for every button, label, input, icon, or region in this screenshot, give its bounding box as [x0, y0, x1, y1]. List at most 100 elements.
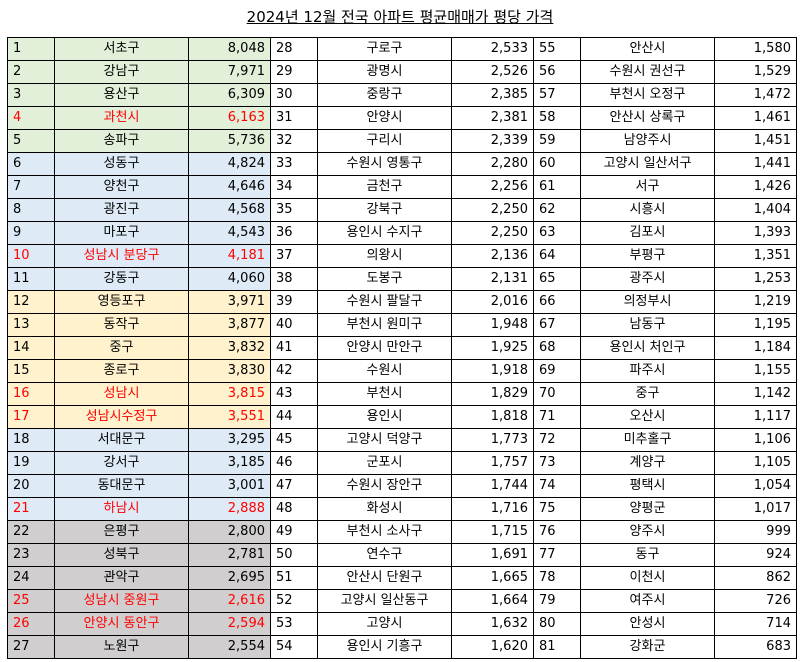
cell-rank: 75 — [533, 497, 581, 521]
cell-rank: 25 — [7, 589, 55, 613]
cell-name: 성남시수정구 — [54, 405, 189, 429]
cell-value: 7,971 — [188, 60, 271, 84]
cell-name: 의정부시 — [580, 290, 715, 314]
cell-rank: 31 — [270, 106, 318, 130]
cell-value: 3,971 — [188, 290, 271, 314]
cell-name: 광주시 — [580, 267, 715, 291]
cell-name: 강남구 — [54, 60, 189, 84]
cell-value: 1,017 — [714, 497, 797, 521]
table-row: 10 성남시 분당구 4,181 37 의왕시 2,136 64 부평구 1,351 — [7, 244, 797, 268]
cell-value: 2,594 — [188, 612, 271, 636]
table-row: 18 서대문구 3,295 45 고양시 덕양구 1,773 72 미추홀구 1,106 — [7, 428, 797, 452]
cell-name: 부천시 원미구 — [317, 313, 452, 337]
cell-value: 726 — [714, 589, 797, 613]
cell-value: 3,551 — [188, 405, 271, 429]
cell-value: 2,250 — [451, 221, 534, 245]
cell-value: 4,646 — [188, 175, 271, 199]
cell-name: 강서구 — [54, 451, 189, 475]
cell-rank: 62 — [533, 198, 581, 222]
cell-name: 과천시 — [54, 106, 189, 130]
table-row: 16 성남시 3,815 43 부천시 1,829 70 중구 1,142 — [7, 382, 797, 406]
cell-value: 2,136 — [451, 244, 534, 268]
cell-name: 고양시 일산동구 — [317, 589, 452, 613]
cell-rank: 69 — [533, 359, 581, 383]
cell-name: 도봉구 — [317, 267, 452, 291]
cell-name: 고양시 덕양구 — [317, 428, 452, 452]
cell-value: 714 — [714, 612, 797, 636]
cell-name: 서초구 — [54, 37, 189, 61]
cell-value: 2,385 — [451, 83, 534, 107]
cell-rank: 55 — [533, 37, 581, 61]
cell-rank: 66 — [533, 290, 581, 314]
cell-rank: 44 — [270, 405, 318, 429]
cell-value: 1,716 — [451, 497, 534, 521]
cell-value: 4,568 — [188, 198, 271, 222]
cell-name: 중구 — [54, 336, 189, 360]
cell-name: 동작구 — [54, 313, 189, 337]
cell-value: 6,163 — [188, 106, 271, 130]
cell-value: 2,131 — [451, 267, 534, 291]
cell-value: 1,451 — [714, 129, 797, 153]
cell-value: 1,404 — [714, 198, 797, 222]
cell-value: 2,533 — [451, 37, 534, 61]
cell-rank: 71 — [533, 405, 581, 429]
cell-name: 성남시 분당구 — [54, 244, 189, 268]
cell-value: 1,715 — [451, 520, 534, 544]
cell-value: 1,744 — [451, 474, 534, 498]
table-row: 23 성북구 2,781 50 연수구 1,691 77 동구 924 — [7, 543, 797, 567]
cell-value: 1,195 — [714, 313, 797, 337]
cell-value: 1,426 — [714, 175, 797, 199]
cell-rank: 61 — [533, 175, 581, 199]
cell-rank: 43 — [270, 382, 318, 406]
cell-rank: 80 — [533, 612, 581, 636]
cell-name: 군포시 — [317, 451, 452, 475]
cell-name: 강화군 — [580, 635, 715, 659]
cell-rank: 53 — [270, 612, 318, 636]
cell-value: 1,620 — [451, 635, 534, 659]
cell-rank: 6 — [7, 152, 55, 176]
cell-value: 1,818 — [451, 405, 534, 429]
table-row: 9 마포구 4,543 36 용인시 수지구 2,250 63 김포시 1,393 — [7, 221, 797, 245]
cell-value: 1,393 — [714, 221, 797, 245]
cell-value: 1,580 — [714, 37, 797, 61]
cell-rank: 7 — [7, 175, 55, 199]
cell-value: 1,142 — [714, 382, 797, 406]
cell-name: 양주시 — [580, 520, 715, 544]
cell-name: 종로구 — [54, 359, 189, 383]
cell-rank: 1 — [7, 37, 55, 61]
cell-rank: 13 — [7, 313, 55, 337]
cell-value: 1,664 — [451, 589, 534, 613]
cell-rank: 59 — [533, 129, 581, 153]
table-body: 1 서초구 8,048 28 구로구 2,533 55 안산시 1,580 2 강남구 7,971 29… — [7, 37, 797, 659]
cell-rank: 11 — [7, 267, 55, 291]
cell-value: 4,181 — [188, 244, 271, 268]
cell-name: 파주시 — [580, 359, 715, 383]
cell-value: 999 — [714, 520, 797, 544]
cell-value: 1,632 — [451, 612, 534, 636]
cell-rank: 32 — [270, 129, 318, 153]
cell-name: 구리시 — [317, 129, 452, 153]
table-row: 17 성남시수정구 3,551 44 용인시 1,818 71 오산시 1,117 — [7, 405, 797, 429]
cell-name: 안성시 — [580, 612, 715, 636]
cell-rank: 22 — [7, 520, 55, 544]
cell-rank: 81 — [533, 635, 581, 659]
cell-value: 1,351 — [714, 244, 797, 268]
table-row: 15 종로구 3,830 42 수원시 1,918 69 파주시 1,155 — [7, 359, 797, 383]
cell-rank: 9 — [7, 221, 55, 245]
cell-rank: 50 — [270, 543, 318, 567]
table-row: 6 성동구 4,824 33 수원시 영통구 2,280 60 고양시 일산서구 1,441 — [7, 152, 797, 176]
cell-name: 부천시 — [317, 382, 452, 406]
cell-name: 부천시 오정구 — [580, 83, 715, 107]
cell-name: 수원시 — [317, 359, 452, 383]
cell-value: 1,106 — [714, 428, 797, 452]
cell-value: 6,309 — [188, 83, 271, 107]
cell-rank: 63 — [533, 221, 581, 245]
cell-name: 성남시 — [54, 382, 189, 406]
table-row: 21 하남시 2,888 48 화성시 1,716 75 양평군 1,017 — [7, 497, 797, 521]
cell-name: 미추홀구 — [580, 428, 715, 452]
cell-value: 1,472 — [714, 83, 797, 107]
cell-rank: 14 — [7, 336, 55, 360]
cell-rank: 28 — [270, 37, 318, 61]
cell-name: 하남시 — [54, 497, 189, 521]
cell-rank: 72 — [533, 428, 581, 452]
